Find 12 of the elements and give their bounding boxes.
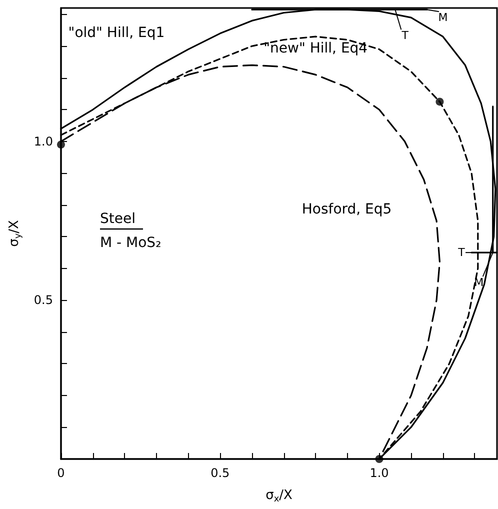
annotation: T bbox=[400, 29, 409, 42]
series-label: "old" Hill, Eq1 bbox=[68, 24, 165, 41]
x-tick-label: 0 bbox=[57, 466, 65, 480]
annotation: T bbox=[457, 246, 466, 260]
text: Hosford, Eq5 bbox=[302, 201, 392, 218]
annotation: M bbox=[438, 11, 448, 24]
annotation: Steel bbox=[100, 211, 136, 227]
y-axis-title: σy/X bbox=[7, 220, 24, 247]
x-tick-label: 0.5 bbox=[210, 466, 230, 480]
annotation: M - MoS₂ bbox=[100, 235, 162, 251]
x-tick-label: 1.0 bbox=[370, 466, 389, 480]
series-label: "new" Hill, Eq4 bbox=[264, 40, 368, 57]
